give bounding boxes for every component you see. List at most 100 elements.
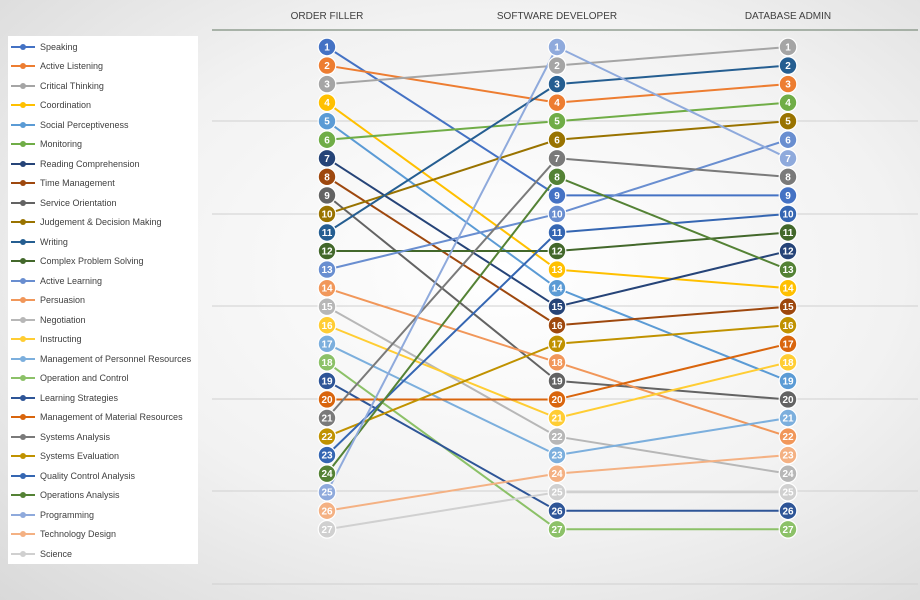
data-label: 20 (321, 395, 333, 406)
data-label: 25 (321, 488, 333, 499)
legend-label: Technology Design (40, 529, 117, 540)
data-point (547, 427, 567, 446)
data-label: 14 (551, 284, 563, 295)
data-label: 13 (321, 265, 333, 276)
legend-label: Operation and Control (40, 373, 129, 384)
data-point (547, 241, 567, 261)
data-point (547, 501, 567, 521)
data-point (317, 130, 337, 150)
data-label: 22 (782, 432, 794, 443)
data-label: 16 (782, 321, 794, 332)
data-point (547, 278, 567, 298)
data-point (547, 56, 567, 75)
data-point (778, 408, 798, 428)
data-label: 27 (321, 525, 333, 536)
data-point (778, 241, 798, 261)
data-label: 13 (782, 265, 794, 276)
legend-entry: Learning Strategies (8, 388, 198, 408)
legend-entry: Quality Control Analysis (8, 466, 198, 486)
data-label: 13 (551, 265, 563, 276)
legend-entry: Systems Analysis (8, 427, 198, 447)
data-point (778, 93, 798, 113)
data-label: 25 (782, 488, 794, 499)
data-label: 21 (782, 414, 794, 425)
data-label: 19 (782, 376, 794, 387)
legend-entry: Technology Design (8, 525, 198, 545)
data-label: 11 (783, 228, 794, 239)
legend-label: Monitoring (40, 139, 83, 150)
data-label: 25 (551, 488, 563, 499)
legend-label: Science (40, 548, 73, 559)
data-label: 10 (321, 209, 333, 220)
data-label: 4 (554, 98, 560, 109)
data-point (547, 37, 567, 57)
legend-label: Coordination (40, 100, 92, 111)
legend-label: Learning Strategies (40, 392, 119, 403)
data-point (317, 445, 337, 465)
data-point (547, 334, 567, 354)
data-label: 2 (324, 61, 330, 72)
legend-label: Persuasion (40, 295, 86, 306)
data-point (317, 315, 337, 335)
legend-swatch (11, 316, 35, 323)
data-point (317, 260, 337, 280)
legend-label: Writing (40, 236, 68, 247)
data-point (317, 148, 337, 168)
legend-label: Speaking (40, 41, 78, 52)
legend-entry: Service Orientation (8, 193, 198, 213)
data-point (317, 297, 337, 317)
data-point (547, 390, 567, 409)
legend-entry: Management of Material Resources (8, 408, 198, 428)
data-point (547, 371, 567, 391)
data-point (317, 519, 337, 539)
legend-entry: Social Perceptiveness (8, 115, 198, 135)
data-point (778, 278, 798, 298)
data-point (547, 204, 567, 224)
data-label: 14 (782, 284, 794, 295)
data-label: 7 (324, 154, 330, 165)
legend: Speaking Active Listening Critical Thinkin… (8, 36, 198, 564)
legend-swatch (11, 492, 35, 499)
data-label: 15 (321, 302, 333, 313)
data-label: 23 (782, 451, 794, 462)
data-point (547, 185, 567, 205)
data-label: 21 (551, 414, 563, 425)
legend-entry: Writing (8, 232, 198, 252)
data-point (778, 334, 798, 354)
legend-swatch (11, 433, 35, 440)
legend-label: Management of Personnel Resources (40, 353, 192, 364)
data-point (317, 464, 337, 484)
legend-swatch (11, 238, 35, 245)
data-label: 12 (551, 247, 563, 258)
data-label: 6 (324, 135, 330, 146)
legend-label: Critical Thinking (40, 80, 104, 91)
data-label: 4 (785, 98, 791, 109)
legend-label: Instructing (40, 334, 82, 345)
data-label: 22 (551, 432, 563, 443)
legend-swatch (11, 336, 35, 343)
legend-entry: Reading Comprehension (8, 154, 198, 174)
data-point (317, 352, 337, 372)
data-label: 2 (554, 61, 560, 72)
legend-swatch (11, 550, 35, 557)
legend-swatch (11, 63, 35, 70)
data-point (317, 371, 337, 391)
legend-label: Operations Analysis (40, 490, 120, 501)
data-label: 10 (551, 209, 563, 220)
data-point (547, 315, 567, 335)
legend-swatch (11, 219, 35, 226)
data-label: 18 (551, 358, 563, 369)
legend-entry: Programming (8, 505, 198, 525)
data-point (778, 482, 798, 502)
data-point (317, 482, 337, 502)
legend-swatch (11, 199, 35, 206)
legend-swatch (11, 160, 35, 167)
legend-entry: Complex Problem Solving (8, 252, 198, 272)
legend-swatch (11, 472, 35, 479)
data-label: 1 (554, 43, 560, 54)
legend-entry: Coordination (8, 96, 198, 116)
data-label: 14 (321, 284, 333, 295)
data-point (778, 167, 798, 187)
data-point (778, 74, 798, 94)
data-point (778, 37, 798, 57)
